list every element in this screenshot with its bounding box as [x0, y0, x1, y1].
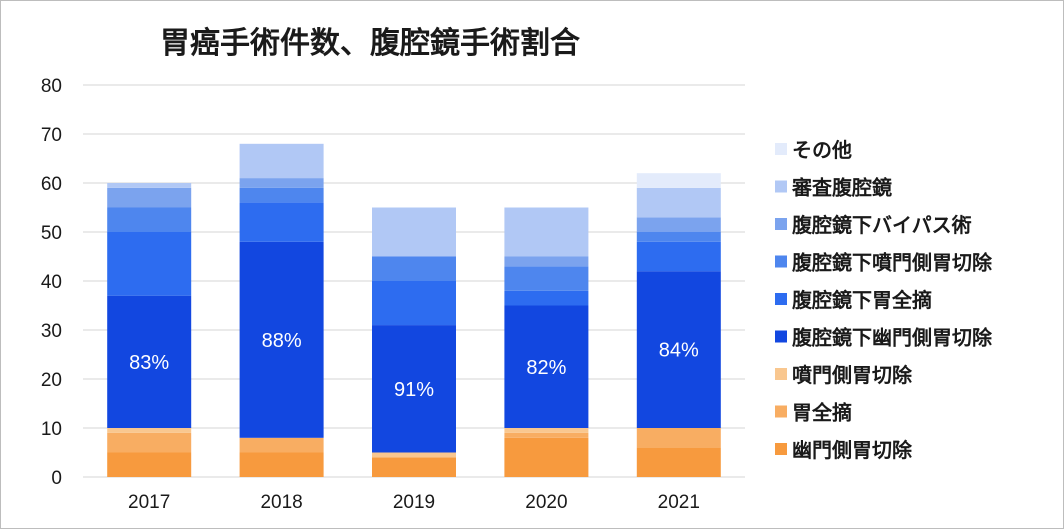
bar-segment [107, 187, 192, 208]
legend-swatch [775, 293, 787, 305]
legend-swatch [775, 443, 787, 455]
x-tick-label: 2019 [393, 492, 435, 513]
bar-segment [107, 232, 192, 296]
bar-segment [504, 437, 589, 477]
legend-swatch [775, 405, 787, 418]
legend-swatch [775, 330, 787, 343]
bar-segment [372, 207, 456, 257]
x-tick-label: 2020 [525, 492, 567, 513]
bar-segment [504, 305, 589, 428]
bar-segment [239, 178, 324, 188]
bar-segment [504, 266, 589, 291]
legend-swatch [775, 218, 787, 230]
bar-segment [372, 457, 456, 477]
bar-segment [239, 143, 324, 179]
x-tick-label: 2017 [128, 492, 170, 513]
percentage-label: 91% [394, 379, 434, 401]
legend-swatch [775, 255, 787, 268]
bar-segment [239, 187, 324, 203]
bar-segment [239, 241, 324, 438]
bar-segment [636, 241, 721, 272]
legend-swatch [775, 180, 787, 193]
legend-swatch [775, 368, 787, 380]
bar-segment [107, 452, 192, 477]
legend-entry: 幽門側胃切除 [792, 438, 913, 462]
legend-entry: その他 [792, 138, 852, 162]
percentage-labels: 83% 88% 91% 82% 84% [129, 330, 699, 401]
bar-segment [504, 428, 589, 433]
legend-entry: 腹腔鏡下胃全摘 [792, 288, 932, 312]
y-tick-label: 10 [41, 419, 62, 440]
y-tick-label: 0 [51, 468, 62, 489]
percentage-label: 88% [262, 330, 302, 352]
bar-segment [636, 232, 721, 242]
bar-segment [372, 325, 456, 453]
y-tick-label: 80 [41, 76, 62, 97]
bar-segment [504, 207, 589, 257]
bar-segment [239, 437, 324, 453]
y-axis-ticks: 0 10 20 30 40 50 60 70 80 [41, 76, 62, 489]
bars [107, 143, 721, 477]
percentage-label: 82% [526, 357, 566, 379]
x-axis-ticks: 2017 2018 2019 2020 2021 [128, 492, 700, 513]
y-tick-label: 40 [41, 272, 62, 293]
legend-entry: 腹腔鏡下バイパス術 [792, 213, 972, 237]
y-tick-label: 50 [41, 223, 62, 244]
x-tick-label: 2018 [260, 492, 302, 513]
bar-segment [372, 281, 456, 326]
legend-swatch [775, 143, 787, 155]
bar-segment [239, 202, 324, 242]
percentage-label: 83% [129, 352, 169, 374]
bar-segment [636, 217, 721, 232]
bar-segment [107, 428, 192, 433]
bar-segment [504, 290, 589, 306]
bar-segment [107, 183, 192, 188]
legend-entry: 腹腔鏡下噴門側胃切除 [792, 251, 993, 275]
bar-segment [107, 432, 192, 453]
legend-entry: 審査腹腔鏡 [791, 176, 892, 200]
y-tick-label: 60 [41, 174, 62, 195]
x-tick-label: 2021 [658, 492, 700, 513]
bar-segment [372, 256, 456, 281]
bar-segment [372, 452, 456, 458]
y-tick-label: 20 [41, 370, 62, 391]
bar-segment [107, 207, 192, 232]
bar-segment [239, 452, 324, 477]
chart-title: 胃癌手術件数、腹腔鏡手術割合 [160, 26, 580, 61]
legend: その他審査腹腔鏡腹腔鏡下バイパス術腹腔鏡下噴門側胃切除腹腔鏡下胃全摘腹腔鏡下幽門… [775, 138, 993, 462]
legend-entry: 噴門側胃切除 [792, 363, 913, 387]
bar-segment [504, 256, 589, 267]
bar-segment [636, 428, 721, 448]
y-tick-label: 30 [41, 321, 62, 342]
bar-segment [636, 173, 721, 188]
bar-segment [636, 187, 721, 218]
legend-entry: 腹腔鏡下幽門側胃切除 [792, 326, 993, 350]
bar-segment [636, 447, 721, 477]
percentage-label: 84% [659, 340, 699, 362]
legend-entry: 胃全摘 [792, 401, 852, 425]
bar-segment [504, 432, 589, 438]
y-tick-label: 70 [41, 125, 62, 146]
bar-segment [636, 271, 721, 428]
bar-segment [107, 295, 192, 428]
